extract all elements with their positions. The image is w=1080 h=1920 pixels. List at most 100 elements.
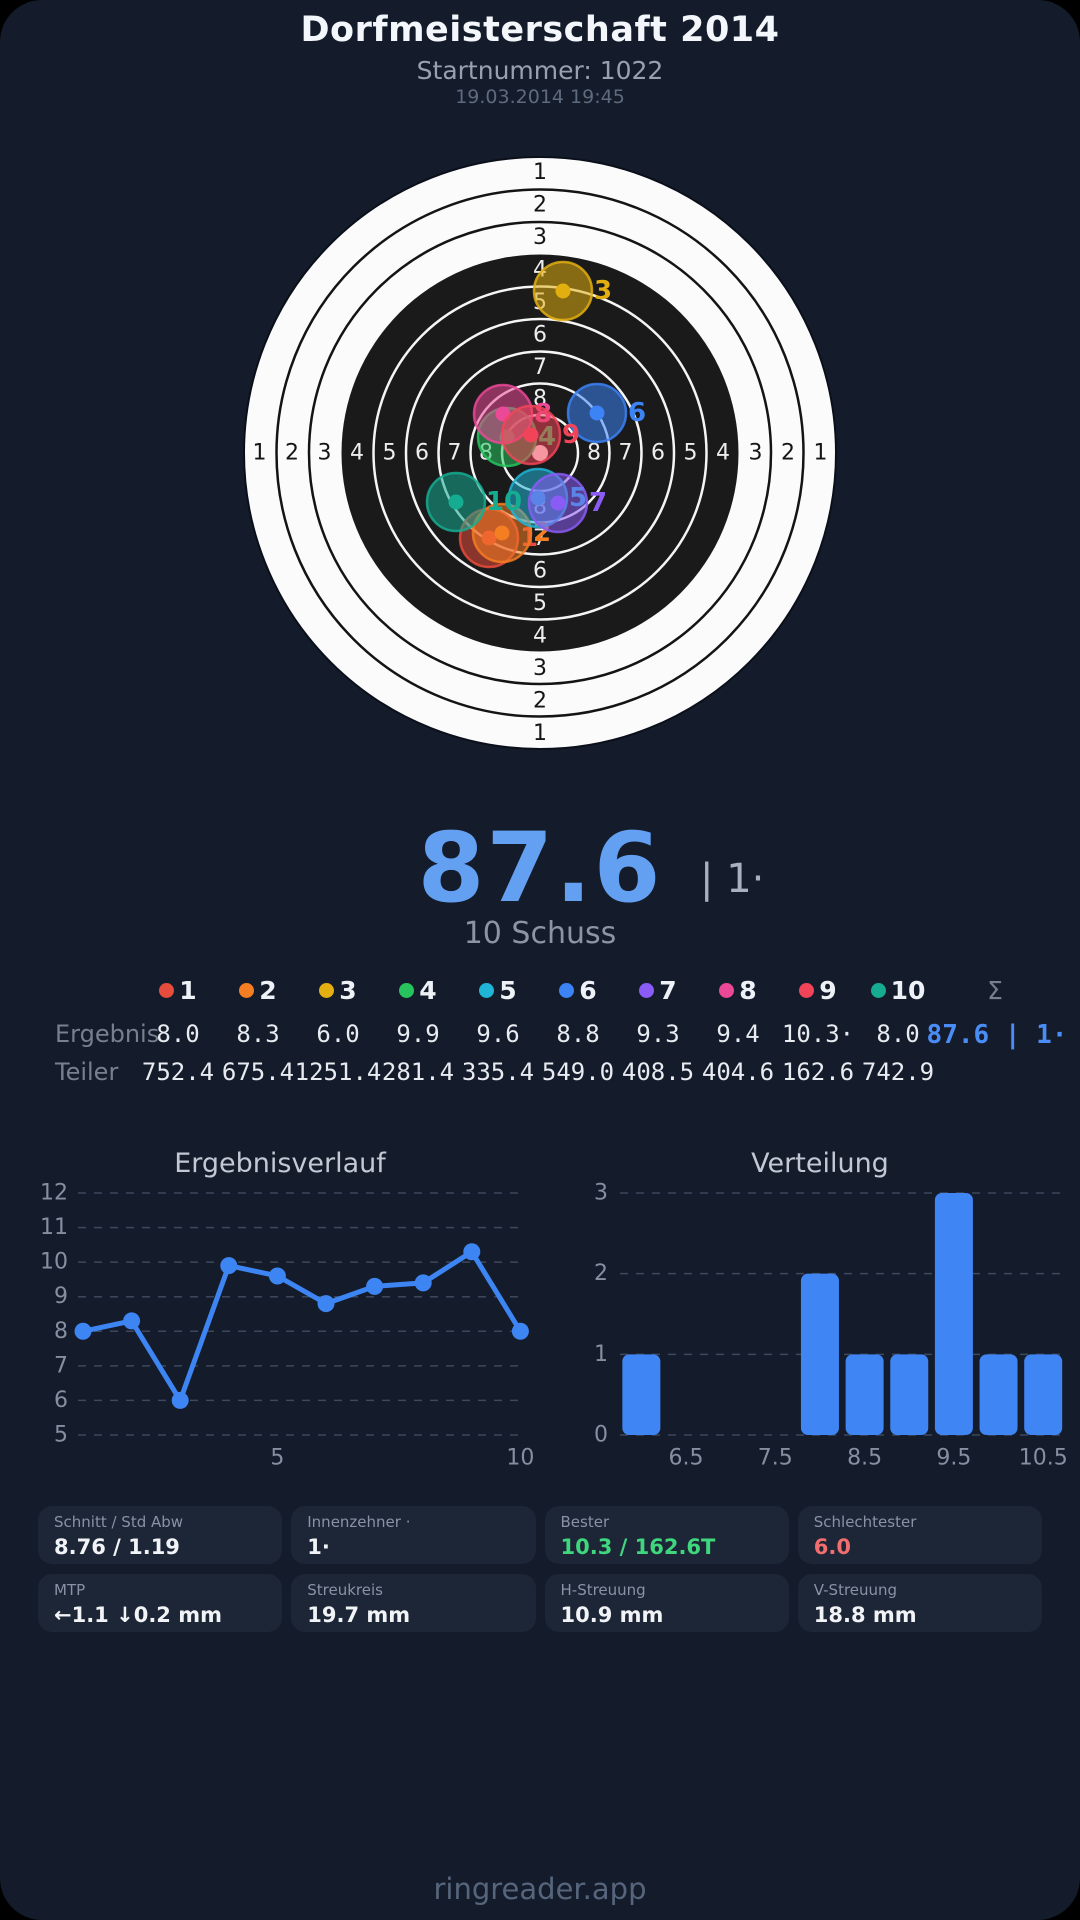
total-score: 87.6 xyxy=(417,812,663,924)
sum-column-header: Σ xyxy=(987,976,1003,1005)
legend-shot-number: 10 xyxy=(890,976,926,1005)
ring-number: 5 xyxy=(684,441,698,466)
stat-card-label: Bester xyxy=(560,1513,610,1531)
stat-card-value: 18.8 mm xyxy=(813,1603,917,1627)
stat-card: Streukreis 19.7 mm xyxy=(291,1574,536,1632)
ring-number: 6 xyxy=(415,441,429,466)
shot-center-dot xyxy=(555,283,571,299)
shot-number-label: 9 xyxy=(562,420,580,450)
inner-ten-suffix: | 1· xyxy=(700,856,765,902)
histogram-bar xyxy=(890,1354,929,1435)
stat-card-value: 1· xyxy=(307,1535,330,1559)
ring-number: 2 xyxy=(285,441,299,466)
ergebnis-cell: 8.0 xyxy=(876,1020,920,1048)
ring-number: 3 xyxy=(533,656,547,681)
legend-row: 1 2 3 4 5 6 7 8 9 10 xyxy=(0,976,1080,1012)
legend-shot-number: 1 xyxy=(179,976,197,1005)
ring-line xyxy=(404,317,676,589)
stat-cards: Schnitt / Std Abw 8.76 / 1.19 Innenzehner … xyxy=(38,1506,1042,1632)
ring-number: 7 xyxy=(448,441,462,466)
legend-shot-number: 9 xyxy=(819,976,837,1005)
score-line xyxy=(80,1249,523,1403)
shot-color-dot xyxy=(159,983,175,998)
ring-number: 2 xyxy=(533,689,547,714)
stat-card-value: ←1.1 ↓0.2 mm xyxy=(54,1603,222,1627)
ring-number: 5 xyxy=(383,441,397,466)
legend-shot-number: 2 xyxy=(259,976,277,1005)
ring-number: 1 xyxy=(533,721,547,746)
data-point xyxy=(414,1274,432,1292)
data-point xyxy=(268,1267,286,1285)
teiler-cell: 281.4 xyxy=(381,1058,455,1086)
ergebnis-cell: 10.3· xyxy=(781,1020,855,1048)
histogram-bar xyxy=(800,1273,839,1435)
shot-center-dot xyxy=(448,494,464,510)
teiler-cell: 549.0 xyxy=(541,1058,615,1086)
ergebnis-cell: 9.6 xyxy=(476,1020,520,1048)
ring-number: 4 xyxy=(533,624,547,649)
stat-card-label: Innenzehner · xyxy=(307,1513,411,1531)
shot-center-dot xyxy=(589,405,605,421)
histogram-bar xyxy=(1024,1354,1063,1435)
teiler-row: 752.4 675.4 1251.4 281.4 335.4 549.0 408.5 404.… xyxy=(0,1058,1080,1090)
data-point xyxy=(463,1243,481,1261)
stat-card: Schnitt / Std Abw 8.76 / 1.19 xyxy=(38,1506,283,1564)
x-tick-label: 7.5 xyxy=(758,1446,793,1471)
histogram-bar xyxy=(622,1354,661,1435)
stat-card-label: Schlechtester xyxy=(813,1513,917,1531)
ergebnis-cell: 8.3 xyxy=(236,1020,280,1048)
x-tick-label: 10.5 xyxy=(1019,1446,1068,1471)
teiler-cell: 752.4 xyxy=(141,1058,215,1086)
ring-number: 3 xyxy=(533,225,547,250)
y-tick-label: 9 xyxy=(54,1284,68,1309)
teiler-cell: 742.9 xyxy=(861,1058,935,1086)
y-tick-label: 8 xyxy=(54,1319,68,1344)
teiler-cell: 675.4 xyxy=(221,1058,295,1086)
teiler-cell: 335.4 xyxy=(461,1058,535,1086)
shot-color-dot xyxy=(799,983,815,998)
ring-number: 2 xyxy=(781,441,795,466)
stat-card-label: MTP xyxy=(54,1581,86,1599)
data-point xyxy=(511,1322,529,1340)
ring-number: 7 xyxy=(619,441,633,466)
data-point xyxy=(366,1277,384,1295)
line-chart-title: Ergebnisverlauf xyxy=(174,1148,386,1179)
sum-value: 87.6 | 1· xyxy=(926,1020,1068,1050)
histogram-title: Verteilung xyxy=(751,1148,889,1179)
legend-shot-number: 4 xyxy=(419,976,437,1005)
data-point xyxy=(171,1391,189,1409)
ring-number: 7 xyxy=(533,526,547,551)
teiler-cell: 1251.4 xyxy=(294,1058,382,1086)
ring-number: 6 xyxy=(533,559,547,584)
x-tick-label: 8.5 xyxy=(847,1446,882,1471)
ring-number: 8 xyxy=(533,387,547,412)
data-point xyxy=(74,1322,92,1340)
legend-item: 8 xyxy=(693,976,783,1005)
shot-color-dot xyxy=(719,983,735,998)
stat-card: Schlechtester 6.0 xyxy=(797,1506,1042,1564)
shot-center-dot xyxy=(523,427,539,443)
legend-item: 2 xyxy=(213,976,303,1005)
verteilung-chart: 0 1 2 3 6.5 7.5 8.5 9.5 10.5 xyxy=(594,1181,1068,1471)
ergebnis-cell: 9.9 xyxy=(396,1020,440,1048)
histogram-bar xyxy=(845,1354,884,1435)
shot-color-dot xyxy=(239,983,255,998)
shot-number-label: 3 xyxy=(594,276,612,306)
data-point xyxy=(317,1295,335,1313)
legend-item: 3 xyxy=(293,976,383,1005)
y-tick-label: 2 xyxy=(594,1261,608,1286)
ergebnisverlauf-chart: 5 6 7 8 9 10 11 12 5 10 xyxy=(40,1181,534,1471)
teiler-cell: 408.5 xyxy=(621,1058,695,1086)
y-tick-label: 3 xyxy=(594,1181,608,1206)
ring-line xyxy=(307,220,773,686)
data-point xyxy=(123,1312,141,1330)
shot-number-label: 6 xyxy=(628,398,646,428)
legend-shot-number: 7 xyxy=(659,976,677,1005)
ergebnis-row: 8.0 8.3 6.0 9.9 9.6 8.8 9.3 9.4 10.3· 8.0 xyxy=(0,1020,1080,1052)
ergebnis-cell: 6.0 xyxy=(316,1020,360,1048)
ring-number: 4 xyxy=(716,441,730,466)
stat-card-label: Streukreis xyxy=(307,1581,383,1599)
session-datetime: 19.03.2014 19:45 xyxy=(455,86,625,108)
y-tick-label: 0 xyxy=(594,1423,608,1448)
